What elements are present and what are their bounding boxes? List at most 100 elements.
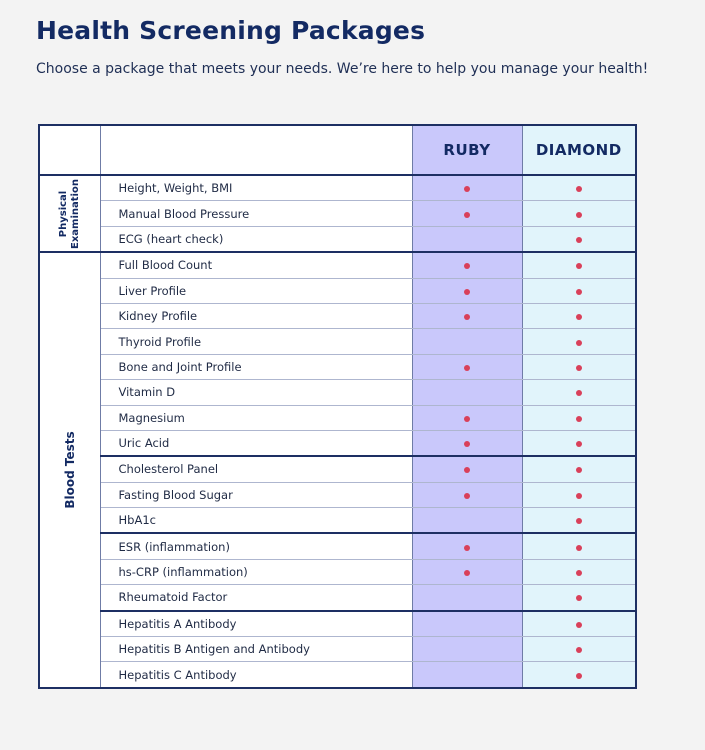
included-dot-icon (575, 390, 582, 397)
table-row: Physical Examination Height, Weight, BMI (38, 175, 636, 254)
included-dot-icon (464, 211, 470, 218)
ruby-cell (411, 559, 522, 586)
table-row: Vitamin D (39, 379, 636, 406)
diamond-cell (521, 278, 636, 304)
included-dot-icon (575, 570, 582, 577)
included-dot-icon (464, 364, 470, 371)
ruby-cell (411, 303, 522, 330)
included-dot-icon (575, 492, 582, 499)
diamond-cell (521, 661, 636, 689)
included-dot-icon (464, 441, 470, 448)
group-label: Blood Tests (63, 431, 77, 508)
diamond-cell (521, 303, 636, 330)
test-name: Hepatitis A Antibody (99, 610, 412, 638)
diamond-cell (521, 430, 636, 458)
test-name: Full Blood Count (99, 252, 412, 279)
table-row: Rheumatoid Factor (39, 584, 636, 612)
test-name: Hepatitis B Antigen and Antibody (99, 636, 412, 663)
test-name: Vitamin D (99, 379, 412, 406)
table-row: Kidney Profile (39, 303, 636, 330)
included-dot-icon (575, 288, 582, 295)
group-label-line: Physical (57, 190, 69, 237)
column-header-diamond: DIAMOND (521, 125, 636, 176)
diamond-cell (521, 175, 636, 202)
table-row: hs-CRP (inflammation) (39, 559, 636, 586)
page-title: Health Screening Packages (36, 16, 426, 45)
table-header-row: RUBY DIAMOND (38, 125, 636, 176)
header-test-cell (99, 125, 412, 176)
diamond-cell (521, 379, 636, 406)
group-label-line: Examination (69, 178, 81, 249)
ruby-cell (411, 661, 522, 689)
included-dot-icon (464, 492, 470, 499)
ruby-cell (411, 354, 522, 381)
header-corner-cell (38, 125, 100, 176)
included-dot-icon (464, 314, 470, 321)
table-row: HbA1c (39, 507, 636, 535)
included-dot-icon (464, 570, 470, 577)
diamond-cell (521, 482, 636, 509)
group-cell: Blood Tests (38, 252, 101, 689)
test-name: Rheumatoid Factor (99, 584, 412, 612)
diamond-cell (521, 610, 636, 638)
included-dot-icon (575, 647, 582, 654)
included-dot-icon (575, 186, 582, 193)
diamond-cell (521, 405, 636, 431)
table-body: Physical Examination Height, Weight, BMI Ma… (38, 175, 636, 689)
table-row: Hepatitis B Antigen and Antibody (39, 636, 636, 663)
test-name: Hepatitis C Antibody (99, 661, 412, 689)
table-row: Thyroid Profile (39, 328, 636, 355)
package-comparison-table: RUBY DIAMOND Physical Examination Height, … (38, 124, 637, 689)
table-row: Fasting Blood Sugar (39, 482, 636, 509)
included-dot-icon (575, 595, 582, 602)
ruby-cell (411, 405, 522, 431)
diamond-cell (521, 533, 636, 560)
included-dot-icon (575, 236, 582, 243)
test-name: Kidney Profile (99, 303, 412, 330)
included-dot-icon (464, 186, 470, 193)
ruby-cell (411, 278, 522, 304)
ruby-cell (411, 200, 522, 227)
test-name: hs-CRP (inflammation) (99, 559, 412, 586)
group-label: Physical Examination (58, 179, 82, 249)
test-name: Cholesterol Panel (99, 456, 412, 483)
included-dot-icon (575, 518, 582, 525)
included-dot-icon (464, 544, 470, 551)
diamond-cell (521, 559, 636, 586)
table-row: Hepatitis A Antibody (39, 610, 636, 638)
ruby-cell (411, 328, 522, 355)
test-name: Bone and Joint Profile (99, 354, 412, 381)
ruby-cell (411, 482, 522, 509)
included-dot-icon (575, 467, 582, 474)
test-name: ESR (inflammation) (99, 533, 412, 560)
ruby-cell (411, 584, 522, 612)
diamond-cell (521, 584, 636, 612)
test-name: Thyroid Profile (99, 328, 412, 355)
table-row: ESR (inflammation) (39, 533, 636, 560)
test-name: Liver Profile (99, 278, 412, 304)
group-label-line: Blood Tests (62, 431, 77, 509)
included-dot-icon (575, 544, 582, 551)
ruby-cell (411, 507, 522, 535)
included-dot-icon (575, 672, 582, 679)
included-dot-icon (464, 415, 470, 422)
included-dot-icon (575, 621, 582, 628)
table-row: Liver Profile (39, 278, 636, 304)
included-dot-icon (464, 467, 470, 474)
test-name: ECG (heart check) (99, 226, 412, 254)
table-row: Hepatitis C Antibody (39, 661, 636, 689)
ruby-cell (411, 533, 522, 560)
column-header-ruby: RUBY (411, 125, 522, 176)
test-name: Fasting Blood Sugar (99, 482, 412, 509)
table-row: Uric Acid (39, 430, 636, 458)
included-dot-icon (575, 211, 582, 218)
test-name: Magnesium (99, 405, 412, 431)
included-dot-icon (575, 441, 582, 448)
test-name: Manual Blood Pressure (99, 200, 412, 227)
included-dot-icon (575, 415, 582, 422)
table-row: ECG (heart check) (39, 226, 636, 254)
group-cell: Physical Examination (38, 175, 101, 254)
ruby-cell (411, 456, 522, 483)
ruby-cell (411, 226, 522, 254)
